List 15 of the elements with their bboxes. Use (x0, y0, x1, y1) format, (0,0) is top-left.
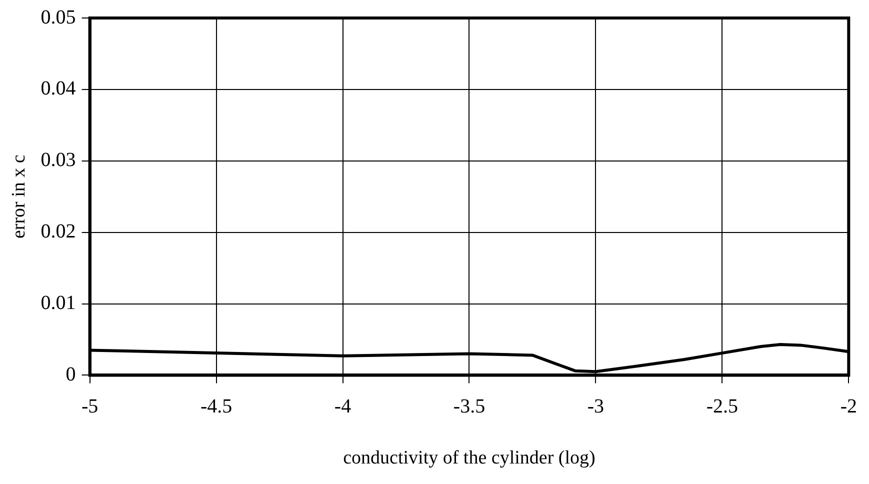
y-tick-label: 0.05 (40, 6, 76, 28)
y-axis-title: error in x c (8, 154, 30, 239)
x-tick-label: -4.5 (200, 395, 232, 418)
x-tick-label: -5 (81, 395, 98, 418)
x-tick-label: -3.5 (453, 395, 486, 418)
y-tick-label: 0.03 (40, 149, 76, 172)
x-tick-label: -3 (587, 395, 604, 418)
y-tick-label: 0.04 (40, 78, 76, 100)
x-tick-label: -2.5 (706, 395, 738, 418)
x-axis-title: conductivity of the cylinder (log) (343, 448, 596, 469)
x-tick-label: -4 (334, 395, 352, 418)
y-tick-label: 0.02 (40, 220, 76, 243)
x-tick-label: -2 (840, 395, 858, 418)
y-tick-label: 0.01 (40, 292, 76, 314)
y-tick-label: 0 (66, 363, 76, 386)
